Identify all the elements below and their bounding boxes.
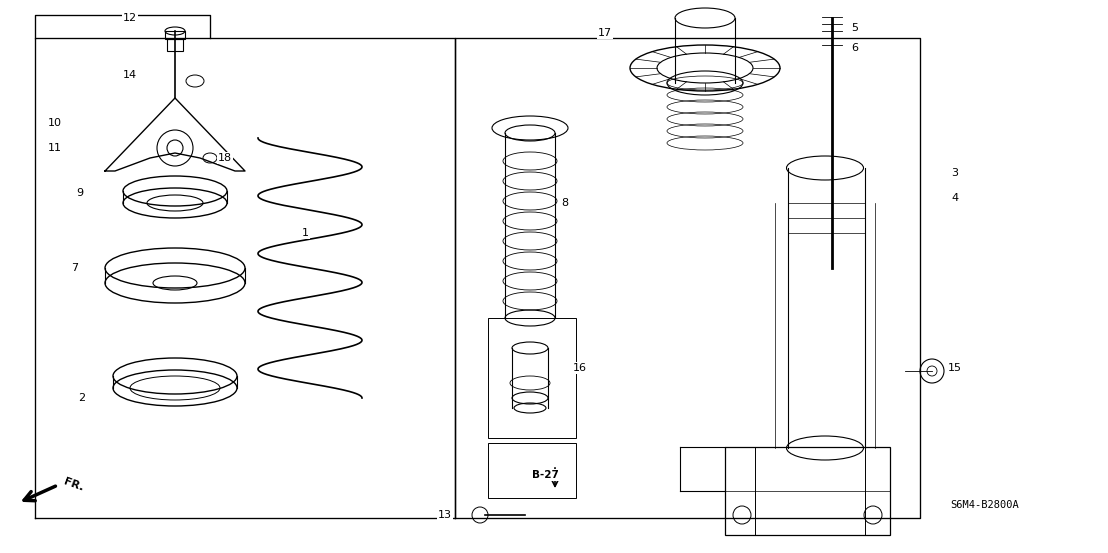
Bar bbox=[167, 39, 183, 51]
Text: 7: 7 bbox=[71, 263, 79, 273]
Text: 4: 4 bbox=[952, 193, 958, 203]
Text: 10: 10 bbox=[48, 118, 62, 128]
Bar bbox=[165, 31, 185, 39]
Text: FR.: FR. bbox=[62, 477, 84, 493]
Text: 13: 13 bbox=[438, 510, 452, 520]
Text: 11: 11 bbox=[48, 143, 62, 153]
Text: 16: 16 bbox=[573, 363, 587, 373]
Bar bbox=[488, 318, 576, 438]
Text: 17: 17 bbox=[598, 28, 612, 38]
Text: 14: 14 bbox=[123, 70, 137, 80]
Bar bbox=[725, 447, 890, 535]
Text: 1: 1 bbox=[301, 228, 308, 238]
Text: 3: 3 bbox=[952, 168, 958, 178]
Text: 5: 5 bbox=[852, 23, 859, 33]
Text: 6: 6 bbox=[852, 43, 859, 53]
Text: 8: 8 bbox=[562, 198, 568, 208]
Text: 12: 12 bbox=[123, 13, 137, 23]
Text: 15: 15 bbox=[948, 363, 962, 373]
Bar bbox=[488, 443, 576, 498]
Text: 18: 18 bbox=[218, 153, 232, 163]
Text: 2: 2 bbox=[79, 393, 85, 403]
Text: B-27: B-27 bbox=[532, 470, 558, 480]
Text: 9: 9 bbox=[76, 188, 83, 198]
Text: S6M4-B2800A: S6M4-B2800A bbox=[951, 500, 1019, 510]
